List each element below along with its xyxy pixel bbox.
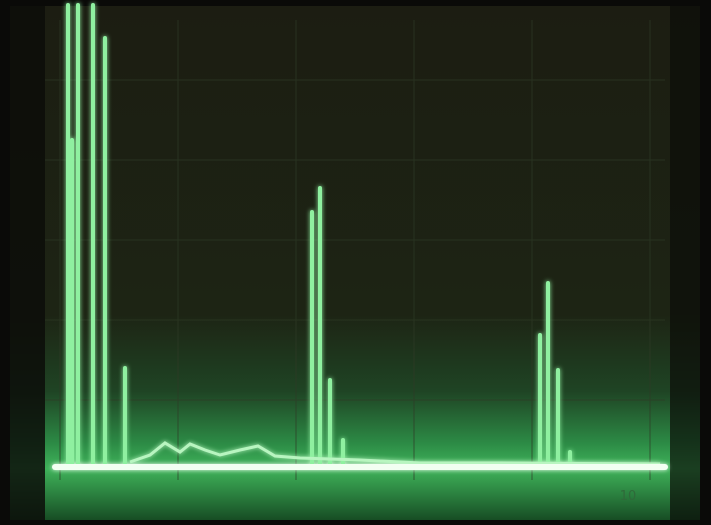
scale-label: 10	[620, 489, 637, 504]
left-edge	[10, 6, 45, 520]
screen	[10, 6, 700, 520]
trace	[52, 3, 668, 470]
right-edge	[670, 6, 700, 520]
spikes	[66, 3, 572, 469]
noise-floor	[129, 441, 661, 466]
graticule	[45, 20, 665, 480]
